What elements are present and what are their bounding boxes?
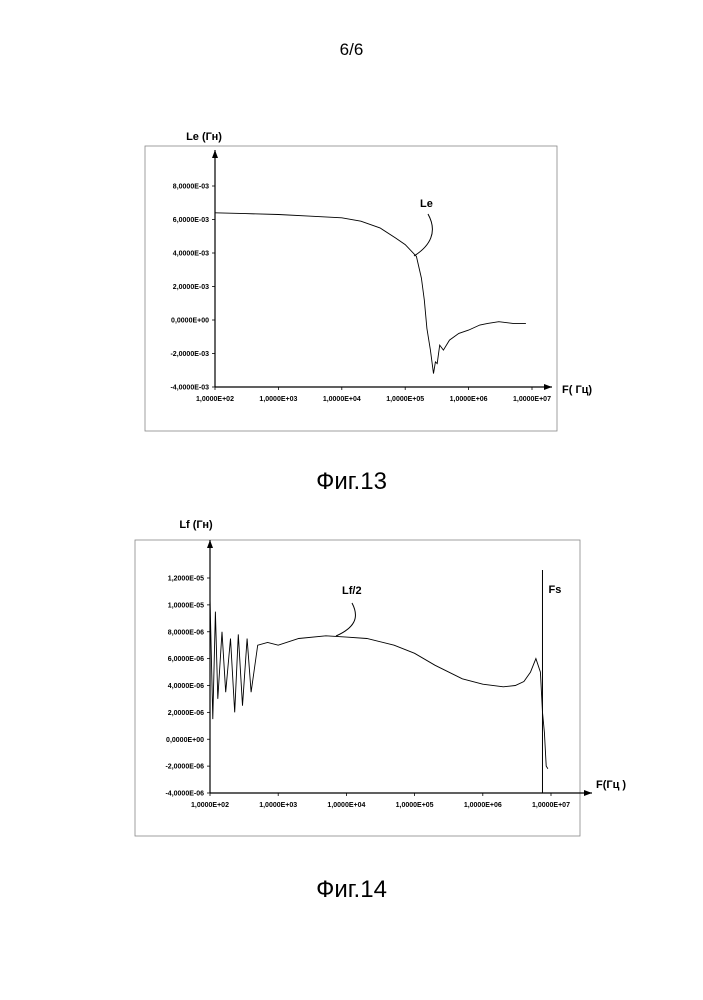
fig14-x-tick-label: 1,0000E+02 [191,802,229,809]
fig14-y-axis-title: Lf (Гн) [179,519,213,531]
fig14-series-leader-line [336,603,355,636]
fig14-annotation-label: Fs [548,584,561,596]
fig14-y-tick-label: 1,0000E-05 [168,602,204,609]
fig14-y-tick-label: -4,0000E-06 [165,791,204,798]
fig14-x-axis-title: F(Гц ) [596,779,626,791]
fig14-x-axis-arrow [584,790,592,796]
fig14-x-tick-label: 1,0000E+03 [259,802,297,809]
fig14-series-label: Lf/2 [342,585,362,597]
fig14-y-tick-label: 6,0000E-06 [168,656,204,663]
fig14-y-tick-label: 1,2000E-05 [168,576,204,583]
fig14-y-tick-label: 8,0000E-06 [168,629,204,636]
fig14-y-tick-label: 2,0000E-06 [168,710,204,717]
fig14-y-tick-label: -2,0000E-06 [165,764,204,771]
fig14-series-line [210,598,548,769]
fig14-x-tick-label: 1,0000E+04 [327,802,365,809]
fig14-x-tick-label: 1,0000E+07 [532,802,570,809]
fig14-y-axis-arrow [207,540,213,548]
figure-14-caption: Фиг.14 [0,876,703,904]
fig14-x-tick-label: 1,0000E+05 [396,802,434,809]
fig14-y-tick-label: 4,0000E-06 [168,683,204,690]
fig14-y-tick-label: 0,0000E+00 [166,737,204,744]
fig14-x-tick-label: 1,0000E+06 [464,802,502,809]
